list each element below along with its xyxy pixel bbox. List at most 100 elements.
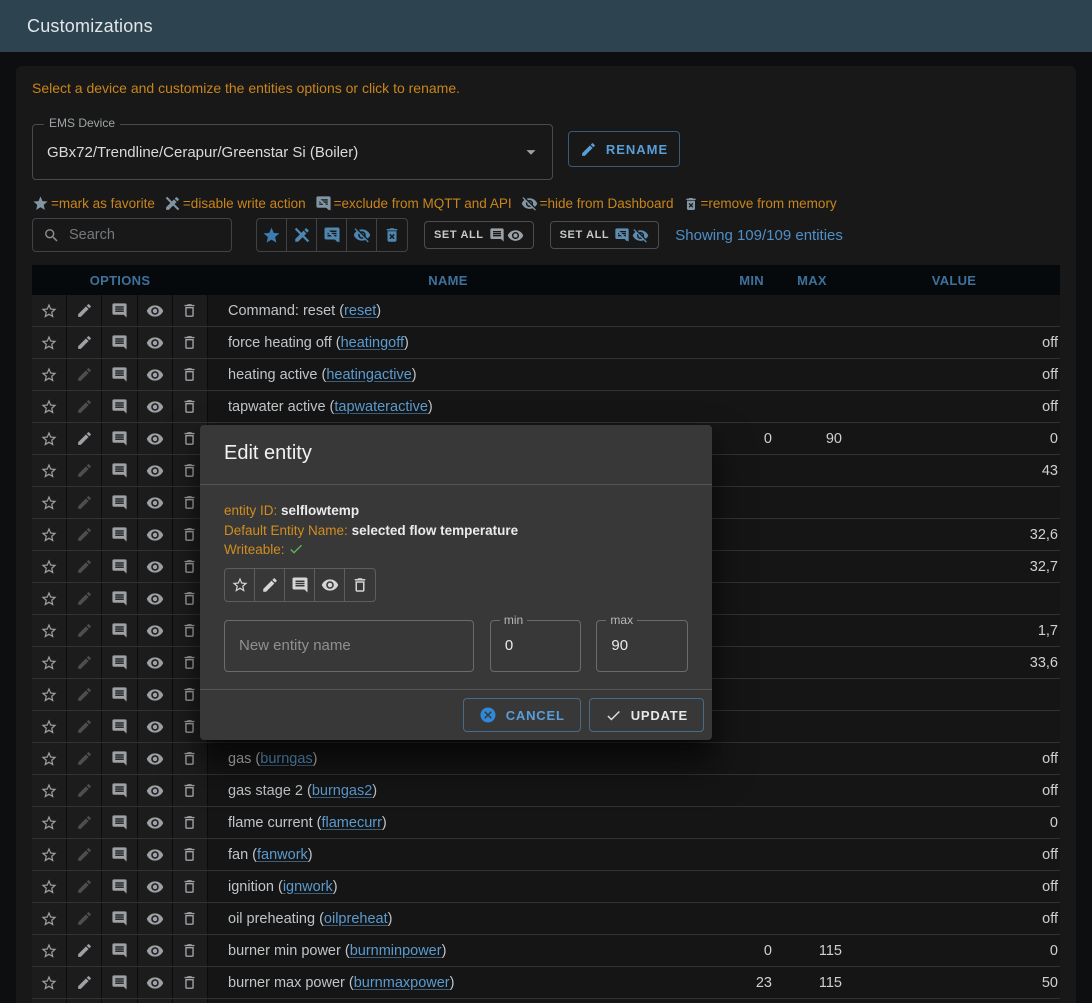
table-row[interactable]: burner max power (burnmaxpower) 23 115 5…	[32, 967, 1060, 999]
entity-min	[688, 391, 776, 422]
filter-deleted-toggle[interactable]	[377, 219, 407, 251]
entity-id-link[interactable]: reset	[344, 302, 377, 319]
filter-edit-off-toggle[interactable]	[287, 219, 317, 251]
write-toggle[interactable]	[255, 568, 285, 601]
delete-icon	[184, 688, 195, 701]
entity-min: 0	[763, 430, 772, 447]
delete-icon	[184, 592, 195, 605]
visibility-icon	[146, 592, 163, 605]
edit-icon	[77, 496, 91, 509]
row-options	[32, 583, 208, 614]
cancel-button[interactable]: CANCEL	[462, 698, 581, 732]
favorite-star-icon	[41, 559, 57, 574]
filter-hidden-toggle[interactable]	[347, 219, 377, 251]
entity-id-link[interactable]: heatingoff	[340, 334, 405, 351]
table-row[interactable]: heating active (heatingactive) off	[32, 359, 1060, 391]
delete-icon	[184, 848, 195, 861]
mqtt-toggle[interactable]	[285, 568, 315, 601]
table-row[interactable]	[32, 999, 1060, 1003]
entity-id-link[interactable]: heatingactive	[326, 366, 412, 383]
table-row[interactable]: burner min power (burnminpower) 0 115 0	[32, 935, 1060, 967]
favorite-star-icon	[41, 367, 57, 382]
delete-toggle[interactable]	[345, 569, 375, 601]
entity-id-link[interactable]: tapwateractive	[334, 398, 428, 415]
search-input[interactable]	[69, 227, 209, 243]
table-row[interactable]: oil preheating (oilpreheat) off	[32, 903, 1060, 935]
table-row[interactable]: gas (burngas) off	[32, 743, 1060, 775]
update-button-label: UPDATE	[630, 707, 688, 723]
search-box[interactable]	[32, 218, 232, 252]
favorite-star-icon	[41, 975, 57, 990]
edit-icon	[77, 976, 91, 989]
entity-min	[688, 295, 776, 326]
table-row[interactable]: tapwater active (tapwateractive) off	[32, 391, 1060, 423]
row-options	[32, 903, 208, 934]
delete-icon	[184, 496, 195, 509]
entity-min	[688, 871, 776, 902]
favorite-star-icon	[41, 719, 57, 734]
entity-max	[776, 999, 848, 1003]
edit-icon	[77, 656, 91, 669]
visibility-icon	[146, 368, 163, 381]
entity-max	[776, 615, 848, 646]
entity-id-link[interactable]: oilpreheat	[323, 910, 388, 927]
visibility-icon	[146, 784, 163, 797]
dialog-actions: CANCEL UPDATE	[200, 689, 712, 740]
set-all-visible-button[interactable]: SET ALL	[424, 221, 534, 249]
favorite-toggle[interactable]	[225, 568, 255, 601]
visibility-icon	[146, 848, 163, 861]
edit-icon	[77, 464, 91, 477]
update-button[interactable]: UPDATE	[588, 698, 704, 732]
max-input[interactable]	[597, 620, 687, 671]
table-row[interactable]: Command: reset (reset)	[32, 295, 1060, 327]
entity-id-link[interactable]: burngas2	[311, 782, 373, 799]
favorite-star-icon	[41, 495, 57, 510]
filter-favorite-toggle[interactable]	[257, 219, 287, 251]
entity-max	[776, 743, 848, 774]
edit-icon	[77, 688, 91, 701]
entity-min	[688, 807, 776, 838]
ems-device-select[interactable]: EMS Device GBx72/Trendline/Cerapur/Green…	[32, 116, 553, 180]
entity-name: burner max power (burnmaxpower)	[228, 974, 455, 991]
delete-forever-icon	[386, 228, 398, 242]
edit-off-icon	[294, 227, 309, 243]
set-all-hidden-button[interactable]: SET ALL	[549, 221, 660, 249]
entity-value: off	[1042, 846, 1058, 863]
mqtt-comment-icon	[112, 751, 127, 766]
edit-icon	[77, 560, 91, 573]
entity-value: off	[1042, 334, 1058, 351]
rename-button[interactable]: RENAME	[568, 131, 680, 167]
table-row[interactable]: flame current (flamecurr) 0	[32, 807, 1060, 839]
entity-id-link[interactable]: flamecurr	[321, 814, 382, 831]
table-row[interactable]: ignition (ignwork) off	[32, 871, 1060, 903]
min-input[interactable]	[490, 620, 581, 671]
table-row[interactable]: gas stage 2 (burngas2) off	[32, 775, 1060, 807]
new-entity-name-input[interactable]	[225, 620, 473, 671]
filter-mqtt-off-toggle[interactable]	[317, 219, 347, 251]
table-row[interactable]: fan (fanwork) off	[32, 839, 1060, 871]
entity-id-link[interactable]: fanwork	[257, 846, 308, 863]
entity-value	[848, 999, 1060, 1003]
entity-value: off	[1042, 398, 1058, 415]
entity-min	[688, 999, 776, 1003]
entity-max	[776, 487, 848, 518]
mqtt-comment-icon	[112, 975, 127, 990]
delete-icon	[184, 368, 195, 381]
visibility-icon	[146, 336, 163, 349]
entity-min	[688, 327, 776, 358]
entity-max	[776, 679, 848, 710]
entity-id-link[interactable]: burnminpower	[349, 942, 442, 959]
entity-id-link[interactable]: ignwork	[282, 878, 333, 895]
row-options	[32, 967, 208, 998]
row-options	[32, 839, 208, 870]
entity-id-link[interactable]: burngas	[260, 750, 313, 767]
entity-id-link[interactable]: burnmaxpower	[353, 974, 450, 991]
visibility-toggle[interactable]	[315, 568, 345, 601]
table-row[interactable]: force heating off (heatingoff) off	[32, 327, 1060, 359]
mqtt-comment-icon	[112, 687, 127, 702]
entity-value	[848, 679, 1060, 710]
chevron-down-icon	[520, 141, 542, 163]
entity-value: off	[1042, 750, 1058, 767]
edit-icon	[77, 880, 91, 893]
delete-icon	[184, 816, 195, 829]
